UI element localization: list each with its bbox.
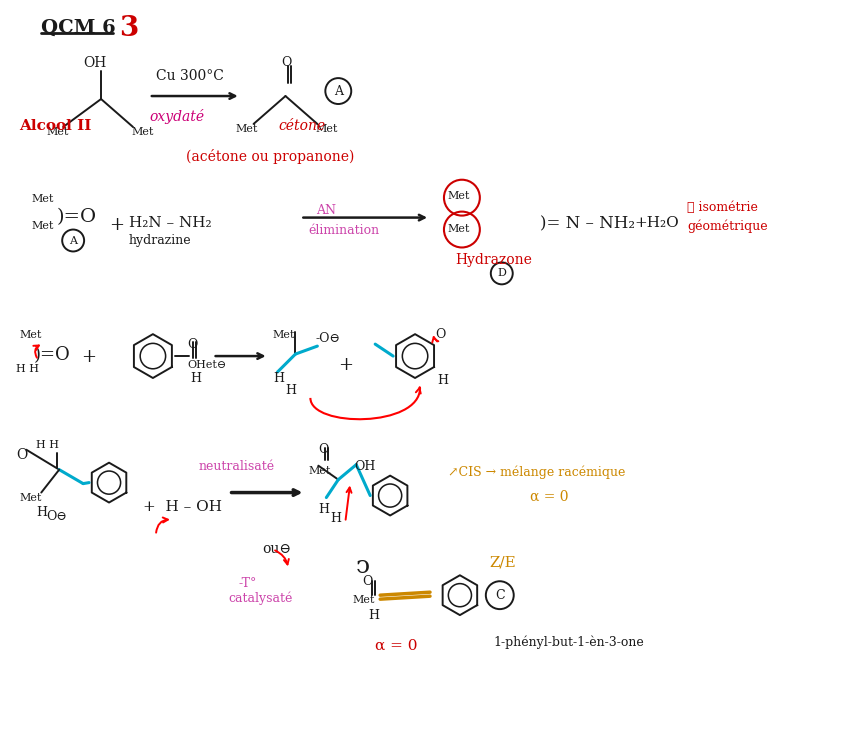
- Text: O⊖: O⊖: [46, 509, 67, 523]
- Text: +: +: [81, 348, 96, 366]
- Text: H: H: [437, 374, 448, 387]
- Text: H: H: [368, 609, 379, 622]
- Text: H H: H H: [16, 364, 40, 374]
- Text: )=O: )=O: [34, 346, 70, 364]
- Text: Met: Met: [272, 330, 294, 340]
- Text: +: +: [108, 215, 124, 233]
- Text: neutralisaté: neutralisaté: [199, 460, 275, 472]
- Text: Cu 300°C: Cu 300°C: [156, 69, 224, 83]
- Text: OH: OH: [354, 460, 375, 472]
- Text: H: H: [36, 506, 47, 518]
- Text: O: O: [187, 338, 197, 351]
- Text: H H: H H: [36, 440, 59, 450]
- Text: )=O: )=O: [56, 208, 96, 226]
- Text: Met: Met: [31, 220, 53, 230]
- Text: -O⊖: -O⊖: [315, 332, 340, 345]
- Text: géométrique: géométrique: [686, 220, 767, 233]
- Text: O: O: [362, 575, 372, 588]
- Text: A: A: [333, 85, 343, 98]
- Text: Met: Met: [448, 224, 470, 233]
- Text: O: O: [282, 56, 292, 69]
- Text: Met: Met: [31, 194, 53, 204]
- Text: ↄ: ↄ: [355, 555, 369, 578]
- Text: α = 0: α = 0: [375, 639, 418, 653]
- Text: -T°: -T°: [238, 578, 257, 590]
- Text: )= N – NH₂: )= N – NH₂: [539, 215, 634, 232]
- Text: Met: Met: [235, 124, 257, 134]
- Text: H: H: [330, 512, 341, 526]
- Text: +H₂O: +H₂O: [634, 215, 678, 229]
- Text: (acétone ou propanone): (acétone ou propanone): [186, 148, 354, 164]
- Text: Met: Met: [308, 466, 331, 476]
- Text: Met: Met: [352, 596, 375, 605]
- Text: +: +: [338, 356, 353, 374]
- Text: H: H: [285, 384, 296, 397]
- Text: H₂N – NH₂: H₂N – NH₂: [129, 215, 211, 229]
- Text: 1-phényl-but-1-èn-3-one: 1-phényl-but-1-èn-3-one: [493, 635, 644, 649]
- Text: QCM 6: QCM 6: [41, 20, 116, 38]
- Text: ∅ isométrie: ∅ isométrie: [686, 201, 757, 214]
- Text: cétone: cétone: [278, 119, 325, 133]
- Text: H: H: [273, 372, 284, 385]
- Text: 3: 3: [119, 15, 138, 42]
- Text: H: H: [318, 503, 329, 515]
- Text: élimination: élimination: [308, 224, 379, 236]
- Text: O: O: [435, 328, 445, 341]
- Text: Hydrazone: Hydrazone: [455, 254, 531, 268]
- Text: O: O: [16, 448, 28, 462]
- Text: O: O: [318, 442, 328, 456]
- Text: OHet⊖: OHet⊖: [188, 360, 226, 370]
- Text: catalysaté: catalysaté: [228, 591, 293, 604]
- Text: Met: Met: [448, 190, 470, 201]
- Text: OH: OH: [83, 56, 106, 70]
- Text: D: D: [497, 268, 505, 278]
- Text: hydrazine: hydrazine: [129, 233, 191, 247]
- Text: Z/E: Z/E: [489, 555, 516, 569]
- Text: AN: AN: [316, 204, 336, 217]
- Text: ou⊖: ou⊖: [263, 542, 291, 556]
- Text: Met: Met: [46, 127, 69, 137]
- Text: C: C: [494, 589, 504, 602]
- Text: oxydaté: oxydaté: [149, 109, 204, 124]
- Text: H: H: [190, 372, 201, 385]
- Text: Met: Met: [19, 330, 41, 340]
- Text: α = 0: α = 0: [529, 490, 567, 503]
- Text: +  H – OH: + H – OH: [143, 500, 221, 514]
- Text: A: A: [69, 236, 77, 245]
- Text: Met: Met: [19, 493, 41, 502]
- Text: ↗CIS → mélange racémique: ↗CIS → mélange racémique: [448, 466, 624, 479]
- Text: Met: Met: [131, 127, 153, 137]
- Text: Met: Met: [315, 124, 338, 134]
- Text: Alcool II: Alcool II: [19, 119, 91, 133]
